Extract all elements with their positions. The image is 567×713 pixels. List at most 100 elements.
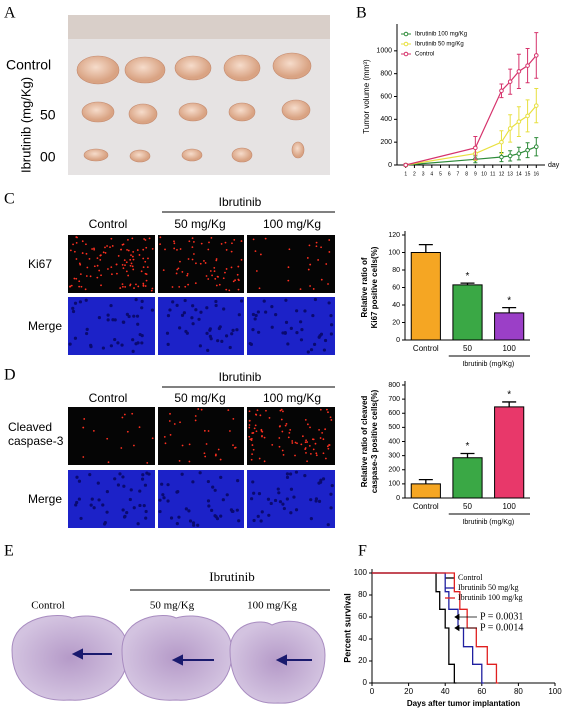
nucleus-dot (180, 313, 185, 317)
y-tick-label: 800 (388, 382, 400, 389)
nucleus-dot (256, 514, 260, 518)
tumors (76, 52, 312, 163)
error-bar (502, 306, 517, 313)
stain-dot (284, 424, 287, 427)
stain-dot (136, 249, 139, 251)
bar (494, 406, 525, 499)
y-tick-label: 20 (392, 319, 400, 326)
stain-dot (107, 268, 109, 270)
stain-dot (188, 443, 191, 446)
survival-curve (372, 572, 457, 684)
stain-dot (151, 437, 154, 440)
stain-dot (132, 268, 135, 271)
stain-dot (321, 431, 324, 434)
x-tick-label: 13 (507, 171, 513, 177)
stain-dot (111, 245, 114, 247)
stain-dot (268, 417, 271, 419)
group-label: Ibrutinib (mg/Kg) (18, 77, 33, 173)
stain-dot (315, 245, 318, 248)
nucleus-dot (113, 477, 117, 481)
point (507, 153, 513, 159)
nucleus-dot (79, 516, 83, 521)
y-tick-label: 120 (388, 232, 400, 239)
nucleus-dot (129, 488, 133, 492)
stain-dot (248, 424, 251, 426)
stain-dot (224, 241, 227, 244)
stain-dot (280, 418, 283, 421)
stain-dot (195, 262, 197, 265)
nucleus-dot (161, 493, 165, 497)
stain-dot (319, 437, 322, 439)
stain-dot (320, 278, 323, 281)
point (473, 145, 478, 151)
x-axis-label: Days after tumor implantation (407, 699, 520, 708)
stain-dot (306, 257, 309, 259)
stain-dot (237, 265, 240, 268)
nucleus-dot (205, 331, 209, 335)
stain-dot (179, 421, 181, 424)
bar (452, 284, 483, 341)
nucleus-dot (319, 478, 323, 482)
nucleus-dot (140, 306, 144, 310)
stain-dot (250, 458, 253, 461)
nucleus-dot (150, 308, 155, 312)
nucleus-dot (235, 508, 239, 512)
stain-dot (207, 430, 210, 432)
nucleus-dot (90, 497, 94, 501)
stain-dot (194, 415, 197, 417)
y-tick-label: 20 (358, 656, 367, 665)
nucleus-dot (111, 318, 115, 322)
nucleus-dot (132, 314, 136, 318)
nucleus-dot (188, 519, 193, 523)
stain-dot (229, 430, 231, 432)
stain-dot (250, 439, 253, 442)
stain-dot (327, 447, 330, 450)
stain-dot (300, 443, 303, 446)
nucleus-dot (278, 500, 283, 504)
x-tick-label: 50 (463, 344, 472, 353)
stain-dot (315, 241, 318, 244)
nucleus-dot (330, 483, 334, 488)
nucleus-dot (175, 303, 179, 307)
stain-dot (144, 285, 147, 287)
stain-dot (173, 247, 176, 250)
stain-dot (186, 274, 189, 277)
significance: * (466, 271, 470, 282)
stain-dot (126, 430, 129, 433)
nucleus-dot (132, 506, 136, 510)
x-tick-label: 40 (441, 687, 450, 696)
bar (410, 252, 441, 341)
stain-dot (251, 453, 254, 456)
nucleus-dot (77, 497, 81, 501)
nucleus-dot (292, 495, 296, 499)
stain-dot (184, 285, 187, 288)
stain-dot (121, 283, 124, 285)
stain-dot (329, 416, 332, 419)
stain-dot (147, 257, 149, 260)
stain-dot (213, 266, 216, 269)
annotation: P = 0.0031 (480, 611, 523, 622)
x-tick-label: 80 (514, 687, 523, 696)
nucleus-dot (303, 474, 307, 478)
stain-dot (181, 271, 184, 273)
nucleus-dot (312, 342, 317, 346)
stain-dot (175, 272, 178, 275)
nucleus-dot (236, 478, 240, 483)
nucleus-dot (207, 504, 211, 508)
nucleus-dot (109, 303, 113, 308)
stain-dot (168, 420, 171, 422)
stain-dot (304, 418, 307, 421)
annotation-arrow (454, 624, 477, 632)
stain-dot (225, 249, 228, 251)
arrows (71, 648, 312, 666)
col-label: Control (89, 391, 128, 405)
stain-dot (100, 274, 102, 277)
nucleus-dot (85, 331, 89, 336)
nucleus-dot (199, 310, 203, 314)
x-tick-label: 100 (502, 344, 516, 353)
nucleus-dot (317, 499, 322, 503)
significance: * (507, 295, 511, 306)
stain-dot (107, 461, 110, 464)
nucleus-dot (89, 503, 93, 507)
